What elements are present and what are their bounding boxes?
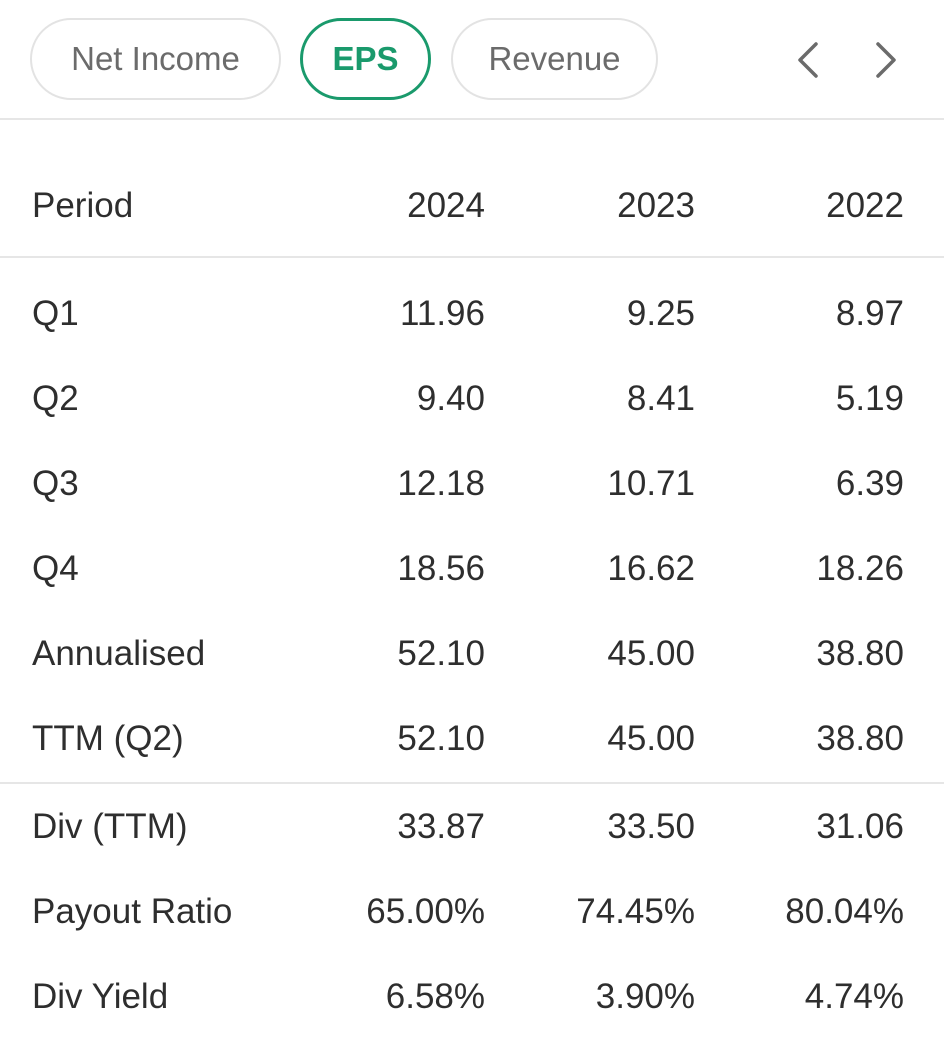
table-row: Q3 12.18 10.71 6.39 <box>0 441 944 526</box>
cell-value: 16.62 <box>607 549 695 588</box>
cell-value: 33.50 <box>607 807 695 846</box>
cell-value: 9.40 <box>416 379 485 418</box>
table-row: Payout Ratio 65.00% 74.45% 80.04% <box>0 869 944 954</box>
table-row: Q1 11.96 9.25 8.97 <box>0 271 944 356</box>
row-label: Q3 <box>32 464 79 503</box>
table-row: Q2 9.40 8.41 5.19 <box>0 356 944 441</box>
table-row: TTM (Q2) 52.10 45.00 38.80 <box>0 696 944 781</box>
year-header-2023: 2023 <box>617 186 695 225</box>
year-header-2024: 2024 <box>407 186 485 225</box>
next-button[interactable] <box>864 38 908 82</box>
row-label: Payout Ratio <box>32 892 233 931</box>
cell-value: 8.97 <box>835 294 904 333</box>
cell-value: 45.00 <box>607 634 695 673</box>
cell-value: 9.25 <box>626 294 695 333</box>
cell-value: 11.96 <box>400 294 485 333</box>
cell-value: 3.90% <box>595 977 695 1016</box>
cell-value: 38.80 <box>816 719 904 758</box>
cell-value: 8.41 <box>626 379 695 418</box>
table-row: Div Yield 6.58% 3.90% 4.74% <box>0 954 944 1039</box>
row-label: Q4 <box>32 549 79 588</box>
table-header: Period 2024 2023 2022 <box>0 163 944 248</box>
cell-value: 12.18 <box>397 464 485 503</box>
cell-value: 6.39 <box>835 464 904 503</box>
chevron-left-icon <box>798 42 818 78</box>
cell-value: 74.45% <box>576 892 695 931</box>
cell-value: 18.56 <box>397 549 485 588</box>
cell-value: 10.71 <box>607 464 695 503</box>
row-label: Q2 <box>32 379 79 418</box>
row-label: Q1 <box>32 294 79 333</box>
row-label: Annualised <box>32 634 206 673</box>
cell-value: 5.19 <box>835 379 904 418</box>
dividend-divider <box>0 782 944 784</box>
cell-value: 52.10 <box>397 719 485 758</box>
cell-value: 45.00 <box>607 719 695 758</box>
header-divider <box>0 256 944 258</box>
cell-value: 52.10 <box>397 634 485 673</box>
cell-value: 80.04% <box>785 892 904 931</box>
tab-revenue[interactable]: Revenue <box>451 18 658 100</box>
tab-net-income[interactable]: Net Income <box>30 18 281 100</box>
cell-value: 31.06 <box>816 807 904 846</box>
table-row: Annualised 52.10 45.00 38.80 <box>0 611 944 696</box>
period-header: Period <box>32 186 134 225</box>
cell-value: 6.58% <box>385 977 485 1016</box>
year-header-2022: 2022 <box>826 186 904 225</box>
cell-value: 4.74% <box>804 977 904 1016</box>
metric-tab-bar: Net Income EPS Revenue <box>0 0 944 120</box>
cell-value: 18.26 <box>816 549 904 588</box>
row-label: Div (TTM) <box>32 807 188 846</box>
cell-value: 33.87 <box>397 807 485 846</box>
row-label: Div Yield <box>32 977 169 1016</box>
cell-value: 65.00% <box>366 892 485 931</box>
table-row: Div (TTM) 33.87 33.50 31.06 <box>0 784 944 869</box>
tab-eps[interactable]: EPS <box>300 18 431 100</box>
cell-value: 38.80 <box>816 634 904 673</box>
prev-button[interactable] <box>786 38 830 82</box>
row-label: TTM (Q2) <box>32 719 184 758</box>
table-row: Q4 18.56 16.62 18.26 <box>0 526 944 611</box>
chevron-right-icon <box>876 42 896 78</box>
